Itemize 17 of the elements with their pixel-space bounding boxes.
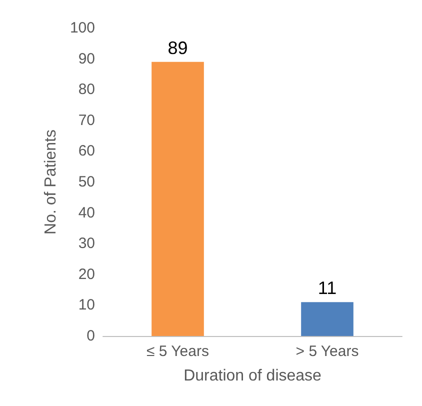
y-tick-label: 50 [78,174,95,190]
y-axis-title: No. of Patients [42,130,60,234]
x-tick-label: > 5 Years [296,343,359,360]
y-tick-label: 90 [78,50,95,68]
y-tick-label: 100 [70,20,95,36]
y-tick-label: 80 [78,81,95,98]
y-tick-label: 0 [86,328,95,344]
y-tick-label: 20 [78,266,95,283]
x-tick-label: ≤ 5 Years [146,343,209,360]
y-tick-label: 40 [78,204,95,222]
y-tick-label: 30 [78,235,95,252]
y-tick-label: 70 [78,112,95,129]
x-axis-title: Duration of disease [184,368,322,384]
data-label: 89 [168,38,188,58]
y-tick-label: 60 [78,142,95,160]
y-tick-label: 10 [78,296,95,314]
data-label: 11 [318,278,337,298]
